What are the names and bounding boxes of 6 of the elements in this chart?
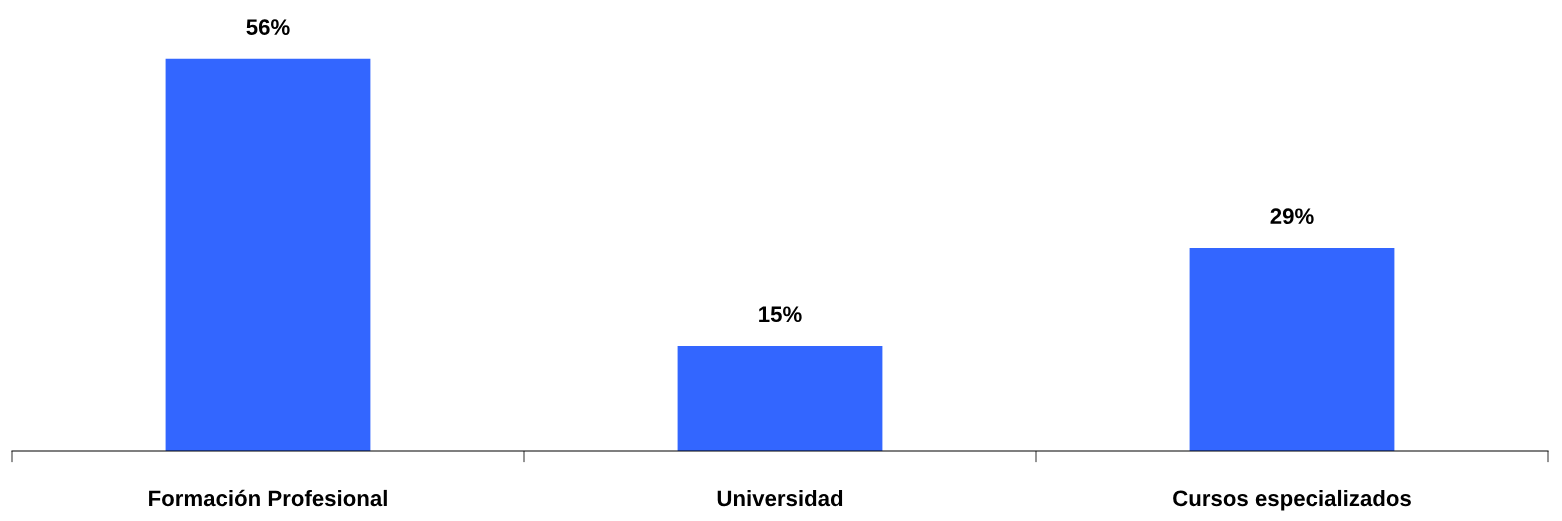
x-tick-label: Cursos especializados [1173,489,1411,511]
data-label: 29% [1270,208,1314,225]
x-tick-label: Universidad [717,489,843,507]
x-tick-label: Formación Profesional [149,489,387,507]
data-label: 15% [759,306,802,323]
data-label: 56% [246,19,290,35]
